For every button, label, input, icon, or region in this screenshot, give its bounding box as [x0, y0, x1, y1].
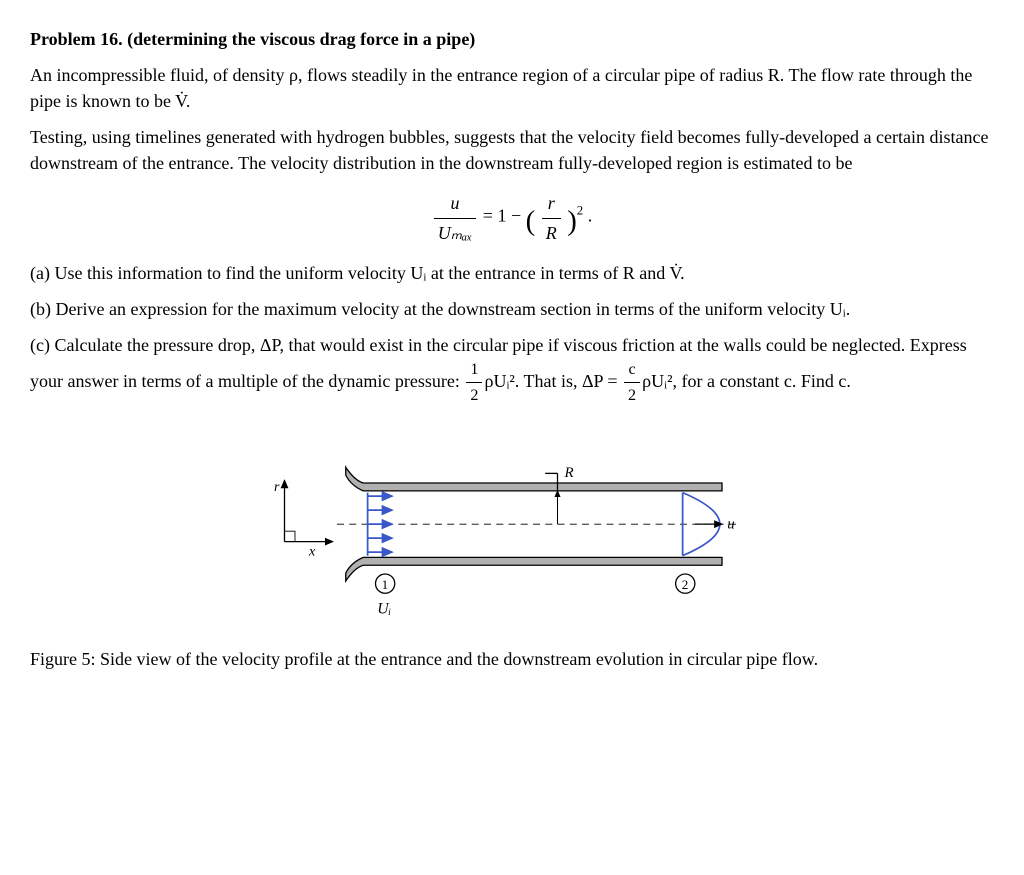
- label-u: u: [727, 516, 734, 532]
- eq1-denominator: Uₘₐₓ: [434, 219, 477, 246]
- problem-title: Problem 16. (determining the viscous dra…: [30, 26, 994, 52]
- label-station-1: 1: [382, 577, 389, 592]
- paragraph-1: An incompressible fluid, of density ρ, f…: [30, 62, 994, 114]
- problem-subtitle: (determining the viscous drag force in a…: [127, 29, 475, 49]
- eq1-rden: R: [542, 219, 561, 246]
- figure-caption: Figure 5: Side view of the velocity prof…: [30, 646, 994, 672]
- figure-5: r x R u 1 2: [30, 426, 994, 638]
- part-a: (a) Use this information to find the uni…: [30, 260, 994, 286]
- label-x: x: [308, 545, 316, 560]
- eq1-exponent: 2: [577, 203, 583, 218]
- part-b: (b) Derive an expression for the maximum…: [30, 296, 994, 322]
- eq1-middle: = 1 −: [483, 206, 526, 226]
- equation-1: u Uₘₐₓ = 1 − ( r R )2 .: [30, 190, 994, 245]
- paragraph-2: Testing, using timelines generated with …: [30, 124, 994, 176]
- label-R: R: [564, 465, 574, 481]
- part-c: (c) Calculate the pressure drop, ΔP, tha…: [30, 332, 994, 408]
- eq1-end: .: [588, 206, 593, 226]
- pipe-diagram: r x R u 1 2: [232, 426, 792, 631]
- label-station-2: 2: [682, 577, 689, 592]
- problem-number: Problem 16.: [30, 29, 123, 49]
- eq1-numerator: u: [434, 190, 477, 218]
- label-r: r: [274, 480, 280, 495]
- label-Ui: Uᵢ: [377, 600, 391, 617]
- eq1-rnum: r: [542, 190, 561, 218]
